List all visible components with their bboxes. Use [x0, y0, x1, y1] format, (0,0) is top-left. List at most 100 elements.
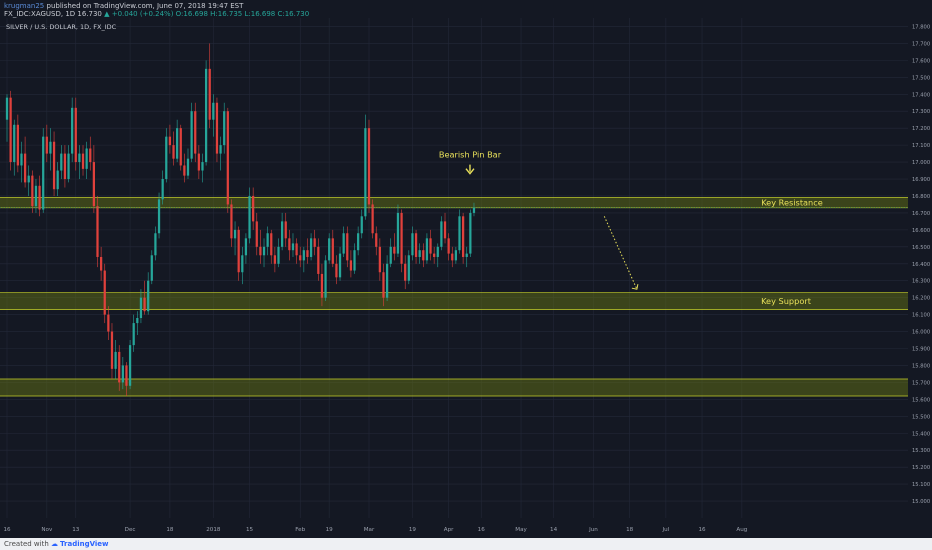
candle-body	[154, 233, 157, 256]
projection-line	[603, 216, 638, 290]
candle-body	[237, 229, 240, 273]
candle-body	[425, 238, 429, 261]
y-tick-label: 17.600	[912, 58, 930, 64]
candle-body	[23, 153, 27, 183]
candle-body	[16, 124, 19, 166]
x-tick-label: Nov	[41, 527, 53, 533]
candle-body	[349, 260, 353, 271]
author-link[interactable]: krugman25	[4, 2, 45, 10]
candle-body	[121, 365, 124, 383]
x-tick-label: 14	[550, 527, 558, 533]
candle-body	[418, 250, 421, 257]
candle-body	[447, 238, 450, 254]
y-tick-label: 17.300	[912, 109, 930, 115]
candle-body	[414, 233, 418, 257]
candle-body	[96, 206, 99, 257]
created-with-text: Created with	[4, 540, 49, 548]
candle-body	[125, 365, 128, 386]
candle-body	[204, 68, 208, 163]
candle-body	[382, 272, 385, 298]
candle-body	[241, 255, 244, 273]
candle-body	[422, 250, 425, 261]
x-tick-label: 16	[698, 527, 706, 533]
x-tick-label: 16	[3, 527, 11, 533]
candle-body	[295, 243, 298, 256]
candle-body	[288, 238, 291, 251]
candle-body	[45, 136, 48, 154]
x-tick-label: 15	[246, 527, 254, 533]
x-tick-label: 19	[326, 527, 334, 533]
y-tick-label: 15.700	[912, 380, 930, 386]
candle-body	[161, 179, 164, 200]
candle-body	[208, 68, 211, 120]
candle-body	[230, 204, 233, 239]
candle-body	[367, 128, 371, 205]
candle-body	[99, 256, 103, 271]
candle-body	[389, 246, 392, 264]
y-tick-label: 17.000	[912, 160, 930, 166]
candle-body	[118, 351, 121, 383]
candle-body	[284, 221, 287, 239]
x-tick-label: 19	[409, 527, 417, 533]
x-tick-label: May	[515, 527, 527, 533]
candle-body	[143, 297, 146, 312]
candle-body	[378, 246, 381, 273]
projection-arrowhead-icon	[631, 284, 639, 290]
candle-body	[165, 136, 168, 180]
published-text: published on TradingView.com, June 07, 2…	[46, 2, 244, 10]
y-tick-label: 16.300	[912, 279, 930, 285]
candle-body	[176, 128, 179, 159]
footer-bar: Created with ☁ TradingView	[0, 538, 932, 550]
candle-body	[324, 260, 327, 298]
y-tick-label: 15.200	[912, 465, 930, 471]
candle-body	[5, 97, 9, 120]
candle-body	[172, 145, 175, 159]
y-tick-label: 16.500	[912, 245, 930, 251]
candle-body	[103, 270, 106, 315]
candle-body	[262, 246, 266, 256]
ohlc-text: O:16.698 H:16.735 L:16.698 C:16.730	[175, 10, 310, 18]
candle-body	[190, 111, 193, 159]
candle-body	[259, 246, 262, 256]
x-tick-label: 2018	[206, 527, 221, 533]
y-tick-label: 15.500	[912, 414, 930, 420]
price-zones	[0, 197, 908, 397]
candle-body	[255, 221, 258, 247]
grid-lines	[0, 18, 908, 518]
candle-body	[63, 153, 67, 180]
y-tick-label: 16.000	[912, 330, 930, 336]
candle-body	[9, 97, 12, 163]
price-axis[interactable]	[908, 18, 932, 538]
candle-body	[469, 212, 472, 254]
candle-body	[346, 233, 349, 261]
candle-body	[56, 170, 59, 190]
candle-body	[393, 246, 396, 254]
key-support-label: Key Support	[761, 296, 812, 306]
candle-body	[302, 250, 305, 261]
y-tick-label: 17.700	[912, 41, 930, 47]
y-tick-label: 16.600	[912, 228, 930, 234]
candle-body	[335, 263, 338, 278]
price-chart[interactable]: Bearish Pin Bar Key Resistance Key Support…	[0, 18, 932, 538]
candle-series	[5, 43, 476, 396]
candle-body	[74, 107, 77, 163]
candle-body	[194, 111, 197, 154]
candle-body	[357, 233, 360, 251]
y-tick-label: 16.400	[912, 262, 930, 268]
candle-body	[385, 263, 389, 298]
candle-body	[360, 216, 363, 234]
candle-body	[375, 233, 378, 247]
price-axis-labels: 17.800 17.700 17.600 17.500 17.400 17.300 17.2…	[912, 24, 930, 505]
bearish-pin-bar-label: Bearish Pin Bar	[439, 150, 502, 160]
candle-body	[472, 207, 476, 213]
y-tick-label: 17.100	[912, 143, 930, 149]
symbol-line: FX_IDC:XAGUSD, 1D 16.730 ▲ +0.040 (+0.24…	[4, 10, 309, 18]
zone-band	[0, 379, 908, 396]
candle-body	[186, 158, 190, 176]
candle-body	[371, 204, 374, 234]
x-tick-label: 13	[72, 527, 80, 533]
candle-body	[31, 175, 34, 207]
y-tick-label: 15.100	[912, 482, 930, 488]
tradingview-brand[interactable]: TradingView	[60, 540, 109, 548]
